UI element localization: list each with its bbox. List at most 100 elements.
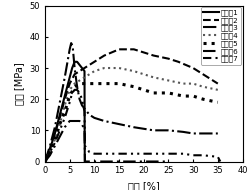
实施例1 — [80, 67, 84, 69]
实施例3 — [70, 42, 73, 44]
实施例5 — [132, 86, 136, 88]
Line: 实施例1: 实施例1 — [45, 62, 85, 162]
实施例4 — [182, 82, 185, 85]
实施例7 — [68, 101, 71, 103]
实施例5 — [142, 89, 145, 91]
实施例7 — [84, 145, 86, 147]
实施例2 — [152, 54, 155, 57]
实施例2 — [73, 73, 76, 75]
实施例3 — [48, 145, 51, 147]
实施例6 — [103, 160, 106, 163]
实施例4 — [93, 70, 96, 72]
实施例5 — [216, 101, 219, 103]
Line: 实施例5: 实施例5 — [45, 84, 218, 162]
实施例7 — [216, 156, 219, 158]
实施例3 — [86, 111, 88, 113]
实施例5 — [63, 111, 66, 113]
实施例3 — [80, 104, 84, 107]
实施例6 — [63, 126, 66, 128]
X-axis label: 应变 [%]: 应变 [%] — [128, 181, 160, 190]
Legend: 实施例1, 实施例2, 实施例3, 实施例4, 实施例5, 实施例6, 实施例7: 实施例1, 实施例2, 实施例3, 实施例4, 实施例5, 实施例6, 实施例7 — [201, 7, 241, 65]
实施例7 — [142, 153, 145, 155]
实施例2 — [78, 70, 81, 72]
实施例6 — [93, 160, 96, 163]
实施例4 — [103, 67, 106, 69]
Line: 实施例6: 实施例6 — [45, 121, 168, 162]
实施例3 — [132, 126, 136, 128]
实施例4 — [58, 123, 61, 125]
实施例4 — [142, 73, 145, 75]
实施例4 — [216, 89, 219, 91]
实施例7 — [80, 98, 84, 100]
实施例6 — [44, 160, 46, 163]
实施例4 — [54, 139, 56, 141]
实施例5 — [202, 98, 204, 100]
实施例7 — [71, 92, 74, 94]
实施例1 — [44, 160, 46, 163]
实施例4 — [78, 79, 81, 82]
Line: 实施例7: 实施例7 — [45, 90, 220, 162]
实施例4 — [63, 104, 66, 107]
实施例5 — [182, 95, 185, 97]
实施例7 — [63, 117, 66, 119]
实施例4 — [118, 67, 120, 69]
实施例7 — [219, 160, 222, 163]
Y-axis label: 应力 [MPa]: 应力 [MPa] — [14, 62, 24, 105]
实施例5 — [48, 151, 51, 153]
实施例2 — [202, 73, 204, 75]
实施例2 — [142, 51, 145, 54]
实施例5 — [103, 82, 106, 85]
实施例6 — [58, 135, 61, 138]
实施例5 — [167, 92, 170, 94]
实施例3 — [216, 132, 219, 135]
实施例4 — [68, 89, 71, 91]
实施例3 — [192, 132, 194, 135]
实施例5 — [83, 82, 86, 85]
实施例1 — [83, 160, 86, 163]
实施例6 — [83, 129, 86, 131]
实施例2 — [216, 82, 219, 85]
实施例4 — [152, 76, 155, 78]
实施例6 — [68, 120, 71, 122]
实施例6 — [118, 160, 120, 163]
实施例2 — [177, 61, 180, 63]
实施例1 — [78, 64, 81, 66]
实施例7 — [54, 142, 56, 144]
实施例7 — [118, 153, 120, 155]
实施例3 — [71, 45, 74, 47]
实施例2 — [118, 48, 120, 51]
实施例2 — [93, 61, 96, 63]
实施例7 — [93, 153, 96, 155]
实施例1 — [83, 70, 86, 72]
Line: 实施例3: 实施例3 — [45, 43, 218, 162]
实施例2 — [58, 117, 61, 119]
实施例4 — [202, 86, 204, 88]
实施例6 — [54, 145, 56, 147]
实施例5 — [93, 82, 96, 85]
实施例7 — [78, 92, 81, 94]
实施例3 — [152, 129, 155, 131]
实施例4 — [83, 76, 86, 78]
实施例1 — [73, 61, 76, 63]
实施例1 — [76, 61, 78, 63]
实施例2 — [132, 48, 136, 51]
实施例7 — [202, 154, 204, 156]
实施例3 — [93, 117, 96, 119]
实施例7 — [73, 89, 76, 91]
实施例5 — [54, 139, 56, 141]
实施例6 — [86, 160, 88, 163]
实施例6 — [78, 120, 81, 122]
实施例5 — [58, 123, 61, 125]
实施例5 — [78, 82, 81, 85]
实施例7 — [76, 89, 78, 91]
实施例3 — [167, 129, 170, 131]
实施例6 — [152, 160, 155, 163]
实施例2 — [68, 82, 71, 85]
Line: 实施例4: 实施例4 — [45, 68, 218, 162]
实施例5 — [88, 82, 91, 85]
实施例1 — [68, 76, 71, 78]
实施例7 — [132, 153, 136, 155]
实施例3 — [83, 107, 86, 110]
实施例6 — [142, 160, 145, 163]
实施例5 — [73, 86, 76, 88]
